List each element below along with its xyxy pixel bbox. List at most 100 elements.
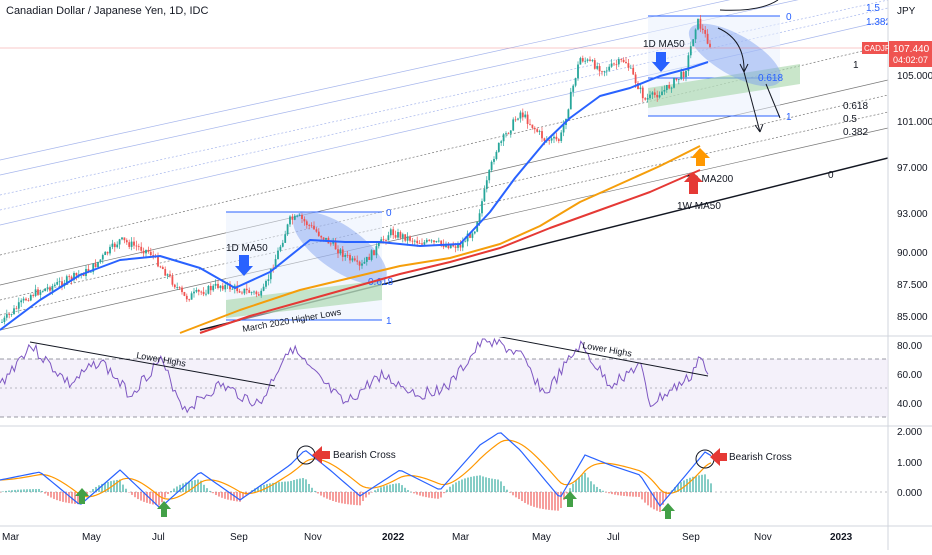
macd-histogram-bar bbox=[443, 492, 445, 494]
macd-histogram-bar bbox=[626, 492, 628, 497]
macd-histogram-bar bbox=[386, 485, 388, 492]
macd-histogram-bar bbox=[347, 492, 349, 505]
macd-histogram-bar bbox=[707, 479, 709, 492]
candle-body bbox=[41, 291, 44, 292]
macd-histogram-bar bbox=[461, 479, 463, 492]
candle-body bbox=[584, 60, 587, 62]
candle-body bbox=[87, 268, 90, 272]
candle-body bbox=[133, 241, 135, 246]
macd-histogram-bar bbox=[32, 489, 34, 492]
macd-histogram-bar bbox=[92, 488, 94, 492]
macd-histogram-bar bbox=[452, 484, 454, 492]
candle-body bbox=[649, 94, 651, 99]
candle-body bbox=[293, 215, 296, 220]
candle-body bbox=[598, 66, 601, 72]
macd-histogram-bar bbox=[185, 482, 187, 492]
candle-body bbox=[497, 142, 500, 152]
macd-histogram-bar bbox=[107, 481, 109, 492]
macd-histogram-bar bbox=[50, 492, 52, 498]
channel-label: 0.618 bbox=[843, 101, 868, 112]
time-tick-label: Nov bbox=[304, 532, 322, 543]
macd-histogram-bar bbox=[353, 492, 355, 505]
channel-label: 1.382 bbox=[866, 17, 891, 28]
time-tick-label: Nov bbox=[754, 532, 772, 543]
candle-body bbox=[317, 231, 320, 236]
time-tick-label: Mar bbox=[452, 532, 470, 543]
candle-body bbox=[697, 18, 699, 30]
candle-body bbox=[404, 234, 407, 241]
macd-histogram-bar bbox=[467, 477, 469, 492]
candle-body bbox=[341, 249, 344, 257]
candle-body bbox=[567, 109, 570, 119]
macd-histogram-bar bbox=[629, 492, 631, 497]
macd-histogram-bar bbox=[548, 492, 550, 510]
macd-histogram-bar bbox=[518, 492, 520, 500]
candle-body bbox=[176, 287, 179, 288]
candle-body bbox=[197, 289, 200, 292]
candle-body bbox=[581, 58, 584, 62]
macd-histogram-bar bbox=[596, 486, 598, 492]
fib-box-left-mid: 0.618 bbox=[368, 277, 393, 288]
macd-histogram-bar bbox=[125, 488, 127, 492]
candle-body bbox=[353, 258, 356, 261]
candle-body bbox=[586, 59, 589, 61]
macd-histogram-bar bbox=[173, 488, 175, 492]
macd-histogram-bar bbox=[710, 483, 712, 492]
macd-histogram-bar bbox=[344, 492, 346, 504]
candle-body bbox=[617, 59, 620, 65]
candle-body bbox=[20, 300, 23, 303]
macd-histogram-bar bbox=[308, 483, 310, 492]
fib-box-right-top: 0 bbox=[786, 12, 792, 23]
channel-line bbox=[0, 0, 731, 161]
candle-body bbox=[188, 299, 191, 301]
rsi-tick-label: 60.00 bbox=[897, 370, 922, 381]
candle-body bbox=[207, 285, 210, 294]
price-axis[interactable]: 105.000 101.000 97.000 93.000 90.000 87.500 85… bbox=[897, 71, 932, 499]
candle-body bbox=[22, 298, 25, 301]
candle-body bbox=[538, 131, 541, 132]
candle-body bbox=[517, 118, 519, 120]
macd-histogram-bar bbox=[605, 492, 607, 493]
candle-body bbox=[673, 78, 675, 88]
channel-label: 1 bbox=[853, 60, 859, 71]
candle-body bbox=[337, 249, 339, 254]
candle-body bbox=[627, 63, 630, 68]
candle-body bbox=[704, 29, 707, 34]
macd-histogram-bar bbox=[512, 492, 514, 496]
candle-body bbox=[610, 63, 613, 67]
candle-body bbox=[10, 314, 13, 315]
fib-box-left-top: 0 bbox=[386, 208, 392, 219]
macd-histogram-bar bbox=[542, 492, 544, 510]
candle-body bbox=[447, 244, 450, 249]
macd-histogram-bar bbox=[674, 487, 676, 492]
candle-body bbox=[260, 290, 263, 296]
macd-histogram-bar bbox=[317, 492, 319, 494]
macd-histogram-bar bbox=[374, 490, 376, 492]
macd-histogram-bar bbox=[320, 492, 322, 496]
candle-body bbox=[589, 59, 591, 61]
time-axis[interactable]: Mar May Jul Sep Nov 2022 Mar May Jul Sep Nov 2023 bbox=[2, 532, 853, 543]
candle-body bbox=[385, 240, 387, 241]
bearish-arrow-left bbox=[312, 446, 330, 464]
macd-histogram-bar bbox=[635, 492, 637, 497]
candle-body bbox=[301, 214, 303, 219]
macd-histogram-bar bbox=[416, 492, 418, 495]
macd-histogram-bar bbox=[116, 479, 118, 492]
macd-histogram-bar bbox=[239, 492, 241, 502]
price-tick-label: 87.500 bbox=[897, 280, 928, 291]
candle-body bbox=[212, 285, 215, 291]
macd-histogram-bar bbox=[38, 488, 40, 492]
candle-body bbox=[615, 64, 618, 66]
candle-body bbox=[634, 74, 637, 84]
candle-body bbox=[269, 268, 272, 280]
macd-histogram-bar bbox=[392, 484, 394, 492]
candle-body bbox=[245, 288, 248, 291]
candle-body bbox=[574, 78, 577, 86]
price-tick-label: 101.000 bbox=[897, 117, 932, 128]
candle-body bbox=[13, 308, 15, 315]
projection-arrow bbox=[765, 83, 781, 119]
candle-body bbox=[68, 276, 71, 278]
macd-histogram-bar bbox=[170, 491, 172, 492]
candle-body bbox=[663, 89, 666, 92]
